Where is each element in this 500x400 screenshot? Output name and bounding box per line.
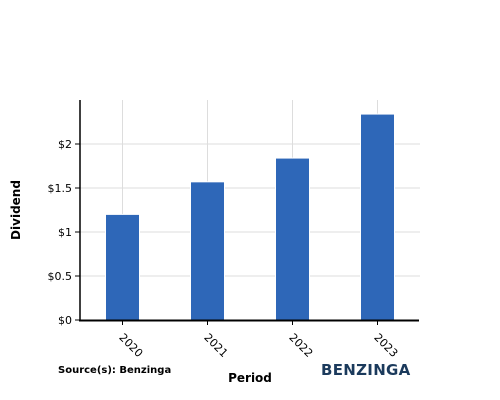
bar-2020: [105, 213, 140, 321]
benzinga-logo: BENZINGA: [321, 361, 411, 379]
y-tick-label: $1: [58, 226, 72, 239]
axes: [79, 100, 419, 322]
y-tick-label: $2: [58, 138, 72, 151]
x-ticks: 2020 2021 2022 2023: [116, 320, 400, 360]
y-ticks: $0 $0.5 $1 $1.5 $2: [48, 138, 80, 327]
y-axis-title: Dividend: [9, 180, 23, 240]
bar-2022: [275, 157, 310, 321]
y-tick-label: $0.5: [48, 270, 73, 283]
bars: [105, 113, 395, 321]
x-tick-label: 2023: [371, 331, 400, 360]
x-tick-label: 2020: [116, 331, 145, 360]
bar-2021: [190, 181, 225, 321]
source-label: Source(s): Benzinga: [58, 365, 171, 376]
y-tick-label: $0: [58, 314, 72, 327]
x-tick-label: 2022: [286, 331, 315, 360]
x-tick-label: 2021: [201, 331, 230, 360]
x-axis-title: Period: [228, 371, 272, 385]
bar-2023: [360, 113, 395, 321]
y-tick-label: $1.5: [48, 182, 73, 195]
